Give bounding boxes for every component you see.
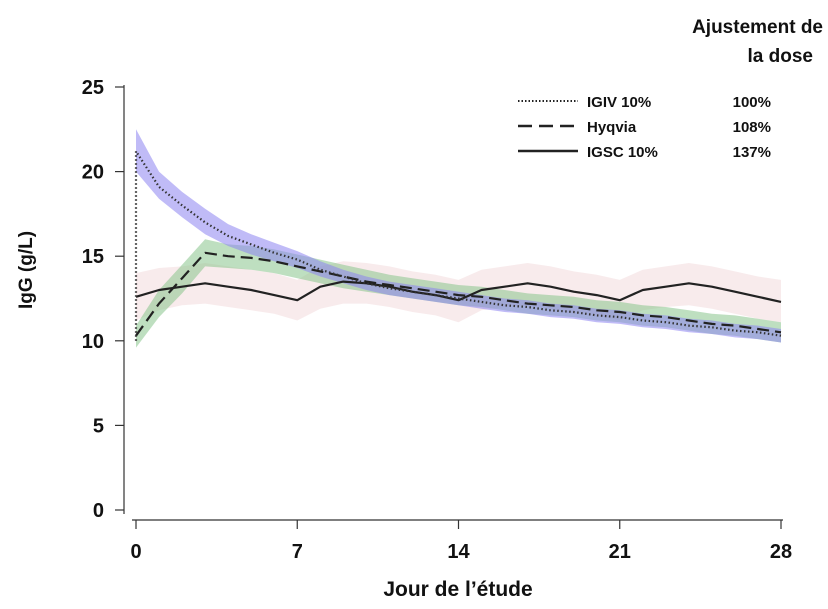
legend: Ajustement de la dose IGIV 10% 100% Hyqvia… <box>518 17 823 161</box>
legend-label-igsc-10-: IGSC 10% <box>587 144 658 161</box>
y-tick-label: 15 <box>82 246 104 268</box>
x-axis-label: Jour de l’étude <box>383 578 532 601</box>
x-axis-ticks: 0 7 14 21 28 <box>130 520 792 563</box>
y-tick-label: 20 <box>82 162 104 184</box>
confidence-bands <box>136 129 781 348</box>
legend-dose-igsc-10-: 137% <box>733 144 771 161</box>
x-tick-label: 7 <box>292 541 303 563</box>
x-tick-label: 14 <box>447 541 470 563</box>
legend-entries: IGIV 10% 100% Hyqvia 108% IGSC 10% 137% <box>518 94 771 161</box>
series-line-igiv-10- <box>134 150 782 341</box>
y-axis-label: IgG (g/L) <box>16 231 37 309</box>
series-line-igsc-10- <box>135 280 782 303</box>
x-tick-label: 0 <box>130 541 141 563</box>
y-tick-label: 0 <box>93 500 104 522</box>
legend-label-igiv-10-: IGIV 10% <box>587 94 651 111</box>
legend-dose-igiv-10-: 100% <box>733 94 771 111</box>
series-line-hyqvia <box>135 251 782 337</box>
y-tick-label: 25 <box>82 77 104 99</box>
legend-header-line2: la dose <box>748 46 813 67</box>
y-axis-ticks: 0 5 10 15 20 25 <box>82 77 124 522</box>
y-tick-label: 10 <box>82 331 104 353</box>
legend-dose-hyqvia: 108% <box>733 119 771 136</box>
y-tick-label: 5 <box>93 415 104 437</box>
legend-header-line1: Ajustement de <box>692 17 823 38</box>
x-tick-label: 21 <box>609 541 631 563</box>
axes: 0 5 10 15 20 25 0 7 14 21 28 <box>82 77 792 563</box>
x-tick-label: 28 <box>770 541 792 563</box>
series-lines <box>134 150 782 341</box>
legend-label-hyqvia: Hyqvia <box>587 119 637 136</box>
